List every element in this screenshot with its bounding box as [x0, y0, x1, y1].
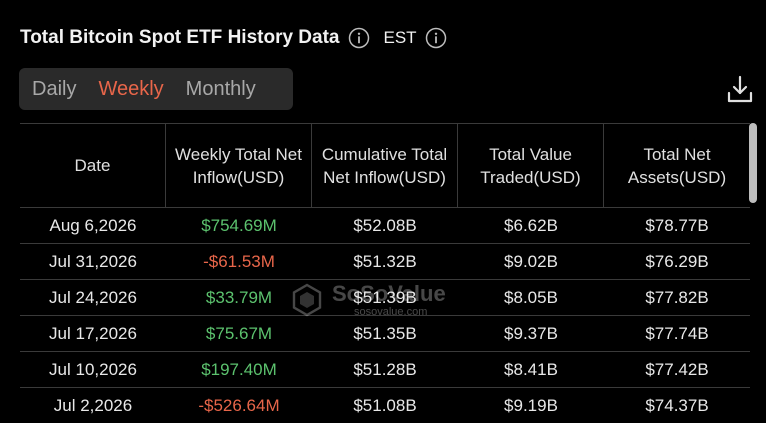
- traded-cell: $8.05B: [504, 287, 558, 307]
- assets-cell: $76.29B: [645, 251, 709, 271]
- download-icon: [727, 75, 753, 103]
- column-header-weekly-inflow: Weekly Total Net Inflow(USD): [166, 124, 312, 207]
- history-table: Date Weekly Total Net Inflow(USD) Cumula…: [20, 123, 750, 423]
- inflow-cell: -$526.64M: [198, 395, 280, 415]
- table-row: Jul 2,2026 -$526.64M $51.08B $9.19B $74.…: [20, 388, 750, 423]
- traded-cell: $6.62B: [504, 215, 558, 235]
- assets-cell: $77.42B: [645, 359, 709, 379]
- header: Total Bitcoin Spot ETF History Data EST: [20, 22, 447, 54]
- table-row: Aug 6,2026 $754.69M $52.08B $6.62B $78.7…: [20, 208, 750, 244]
- vertical-scrollbar-thumb[interactable]: [749, 123, 757, 203]
- title-info-icon[interactable]: [348, 27, 370, 49]
- tab-daily[interactable]: Daily: [32, 78, 77, 100]
- table-row: Jul 10,2026 $197.40M $51.28B $8.41B $77.…: [20, 352, 750, 388]
- column-header-cumulative-inflow: Cumulative Total Net Inflow(USD): [312, 124, 458, 207]
- traded-cell: $9.02B: [504, 251, 558, 271]
- inflow-cell: $754.69M: [201, 215, 277, 235]
- timezone-info-icon[interactable]: [425, 27, 447, 49]
- date-cell: Jul 17,2026: [49, 323, 137, 343]
- timezone-label: EST: [383, 28, 417, 47]
- date-cell: Jul 31,2026: [49, 251, 137, 271]
- column-header-value-traded: Total Value Traded(USD): [458, 124, 604, 207]
- date-cell: Jul 10,2026: [49, 359, 137, 379]
- cumulative-cell: $51.08B: [353, 395, 417, 415]
- assets-cell: $78.77B: [645, 215, 709, 235]
- assets-cell: $74.37B: [645, 395, 709, 415]
- inflow-cell: $33.79M: [205, 287, 273, 307]
- cumulative-cell: $52.08B: [353, 215, 417, 235]
- page-title: Total Bitcoin Spot ETF History Data: [20, 27, 340, 48]
- tab-weekly[interactable]: Weekly: [98, 78, 164, 100]
- traded-cell: $8.41B: [504, 359, 558, 379]
- column-header-date: Date: [20, 124, 166, 207]
- inflow-cell: -$61.53M: [203, 251, 275, 271]
- date-cell: Jul 24,2026: [49, 287, 137, 307]
- date-cell: Aug 6,2026: [49, 215, 137, 235]
- download-button[interactable]: [726, 74, 754, 104]
- assets-cell: $77.74B: [645, 323, 709, 343]
- inflow-cell: $197.40M: [201, 359, 277, 379]
- traded-cell: $9.19B: [504, 395, 558, 415]
- date-cell: Jul 2,2026: [53, 395, 133, 415]
- traded-cell: $9.37B: [504, 323, 558, 343]
- period-tabs: Daily Weekly Monthly: [19, 68, 293, 110]
- inflow-cell: $75.67M: [205, 323, 273, 343]
- tab-monthly[interactable]: Monthly: [185, 78, 256, 100]
- table-body: Aug 6,2026 $754.69M $52.08B $6.62B $78.7…: [20, 208, 750, 423]
- assets-cell: $77.82B: [645, 287, 709, 307]
- table-row: Jul 31,2026 -$61.53M $51.32B $9.02B $76.…: [20, 244, 750, 280]
- table-row: Jul 17,2026 $75.67M $51.35B $9.37B $77.7…: [20, 316, 750, 352]
- cumulative-cell: $51.32B: [353, 251, 417, 271]
- cumulative-cell: $51.39B: [353, 287, 417, 307]
- table-row: Jul 24,2026 $33.79M $51.39B $8.05B $77.8…: [20, 280, 750, 316]
- cumulative-cell: $51.28B: [353, 359, 417, 379]
- cumulative-cell: $51.35B: [353, 323, 417, 343]
- column-header-net-assets: Total Net Assets(USD): [627, 144, 727, 187]
- table-header: Date Weekly Total Net Inflow(USD) Cumula…: [20, 123, 750, 208]
